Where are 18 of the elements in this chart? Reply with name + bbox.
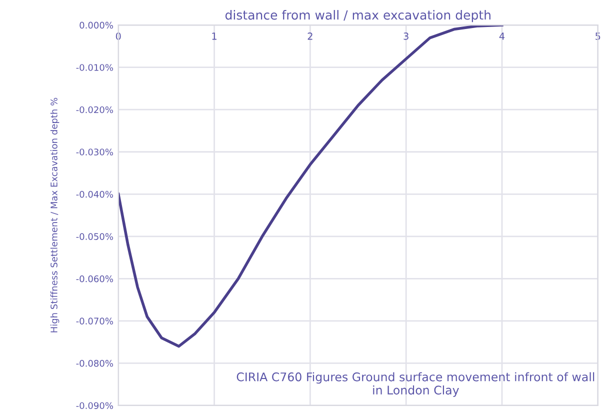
y-tick-label: -0.070% [76, 318, 114, 324]
x-tick-label: 4 [499, 32, 505, 40]
y-tick-label: -0.010% [76, 64, 114, 71]
x-tick-label: 2 [308, 32, 312, 40]
y-axis-title: High Stiffness Settlement / Max Excavation depth % [50, 98, 60, 332]
y-tick-label: -0.020% [76, 106, 114, 114]
y-tick-label: -0.060% [76, 275, 114, 282]
y-tick-label: -0.090% [76, 402, 114, 410]
line-series [118, 25, 504, 348]
y-tick-label: -0.080% [76, 360, 114, 367]
y-tick-label: -0.030% [76, 148, 114, 156]
y-tick-label: -0.050% [76, 233, 114, 240]
x-tick-label: 1 [212, 32, 216, 40]
x-tick-label: 3 [404, 32, 408, 40]
y-tick-label: 0.000% [80, 22, 114, 29]
y-tick-label: -0.040% [76, 190, 114, 198]
annotation: CIRIA C760 Figures Ground surface movement infront of wall in London Clay [236, 372, 594, 397]
x-axis-title: distance from wall / max excavation depth [225, 10, 490, 22]
